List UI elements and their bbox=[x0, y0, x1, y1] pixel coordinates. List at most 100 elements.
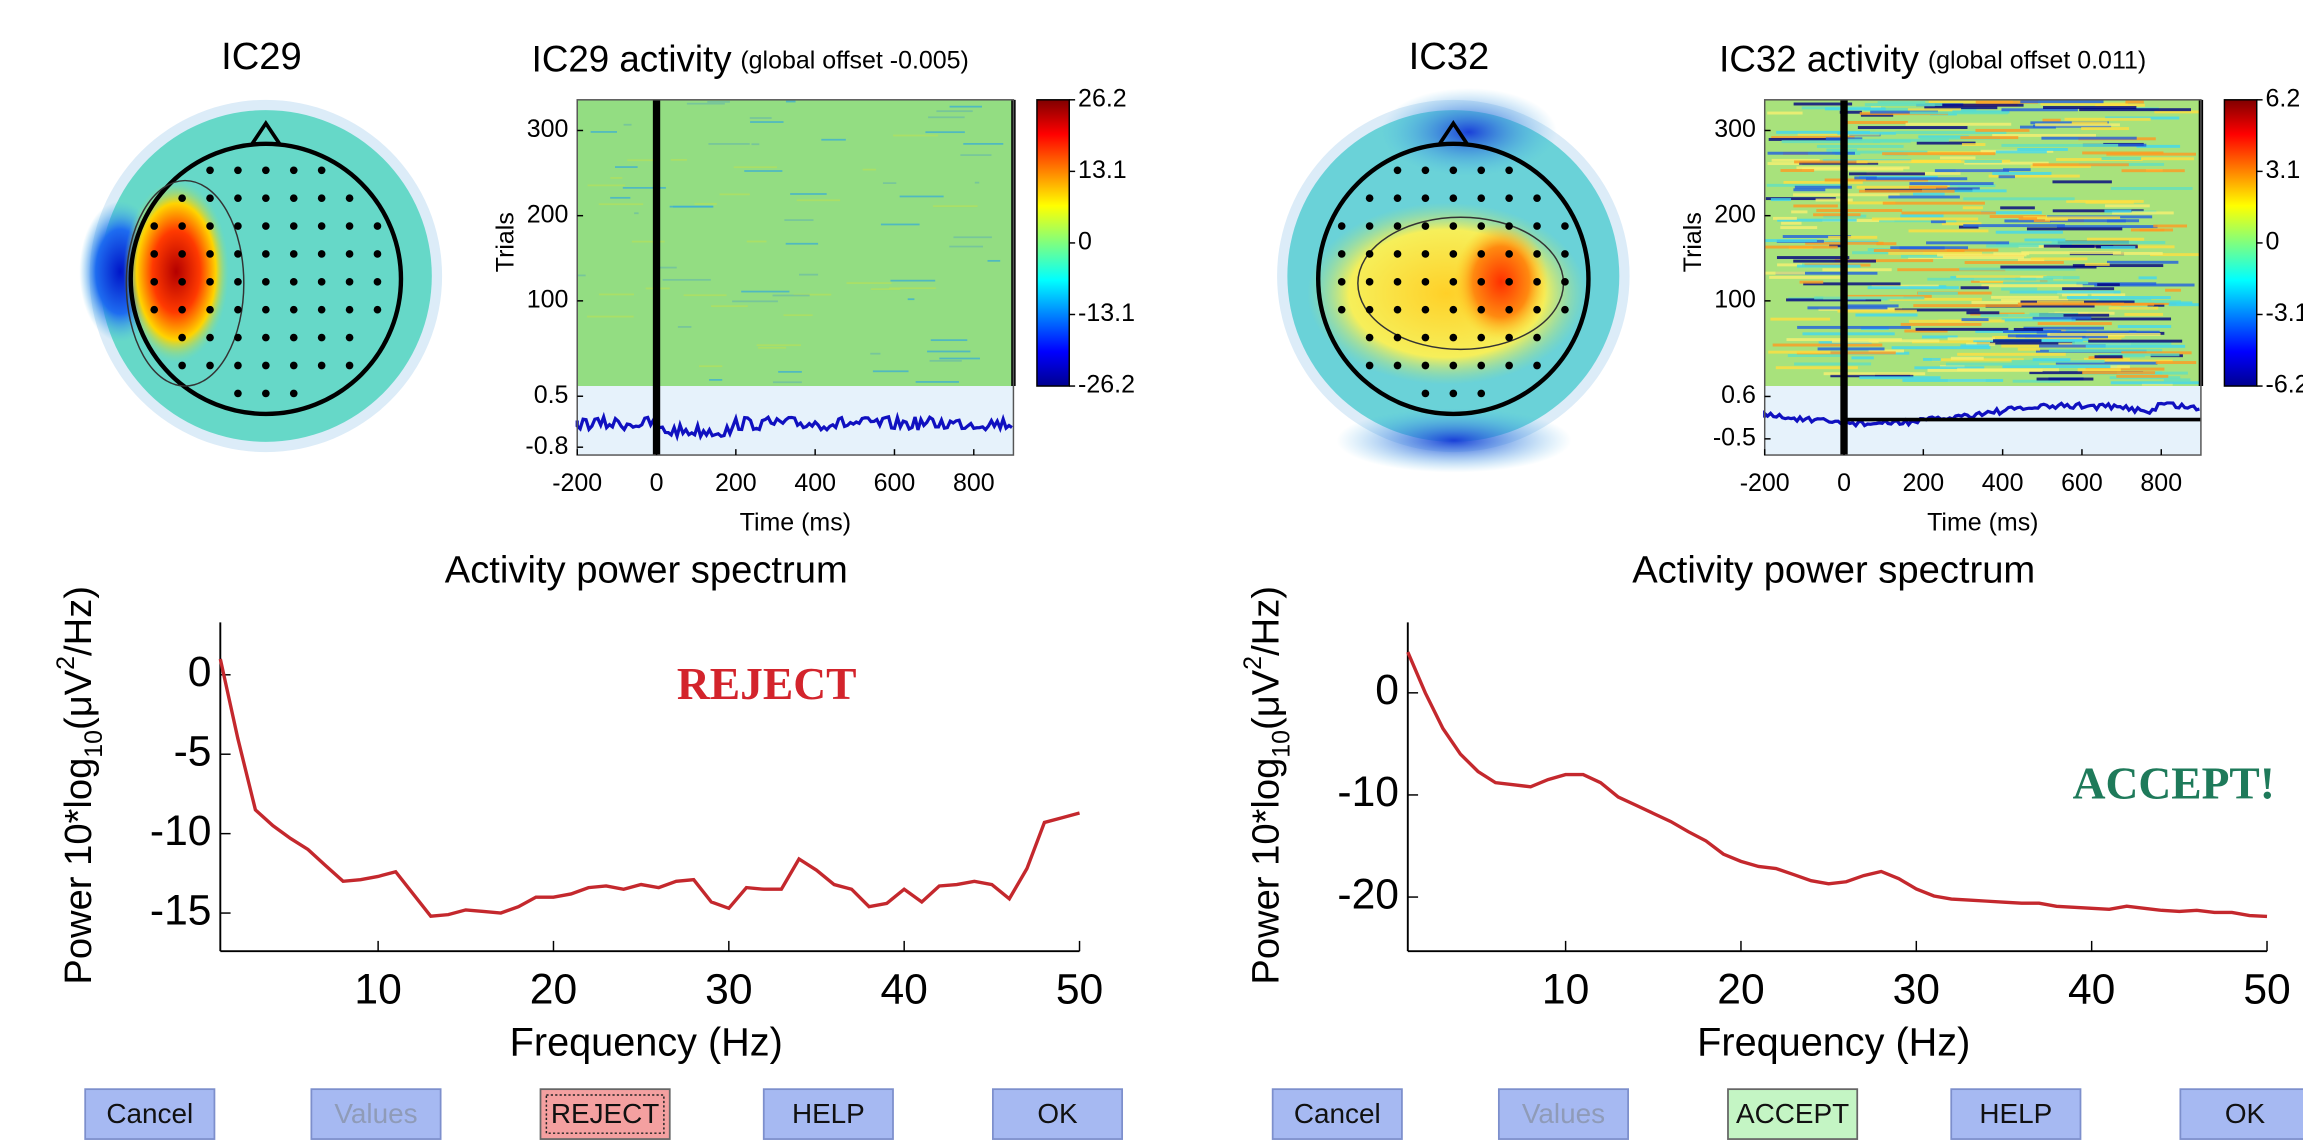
erp-image-streak bbox=[960, 154, 992, 156]
erp-image-streak bbox=[1818, 307, 1902, 311]
y-tick-label: 200 bbox=[1714, 200, 1756, 228]
electrode bbox=[206, 278, 214, 286]
x-tick-label: 400 bbox=[794, 469, 836, 497]
y-axis-label: Trials bbox=[491, 212, 519, 272]
button[interactable] bbox=[539, 1088, 671, 1140]
erp-image-streak bbox=[610, 177, 623, 179]
electrode bbox=[206, 194, 214, 202]
erp-image-streak bbox=[662, 278, 711, 281]
topo-contour bbox=[125, 179, 245, 387]
erp-image-streak bbox=[2023, 216, 2121, 220]
button[interactable] bbox=[310, 1088, 442, 1140]
erp-image-streak bbox=[631, 240, 665, 243]
button[interactable] bbox=[84, 1088, 216, 1140]
button-label[interactable]: OK bbox=[2225, 1098, 2266, 1129]
erp-frame bbox=[1763, 99, 2202, 456]
button[interactable] bbox=[991, 1088, 1124, 1140]
erp-image-streak bbox=[1915, 327, 2009, 331]
erp-image-streak bbox=[1894, 308, 1980, 312]
erp-image-streak bbox=[614, 166, 638, 168]
erp-image-streak bbox=[1930, 220, 1946, 224]
erp-title: IC32 activity (global offset 0.011) bbox=[1719, 38, 2146, 79]
erp-image-streak bbox=[1767, 111, 1803, 115]
button-label[interactable]: HELP bbox=[1979, 1098, 2052, 1129]
electrode bbox=[317, 250, 326, 258]
electrode bbox=[150, 250, 159, 258]
erp-image-streak bbox=[1797, 325, 1911, 329]
y-tick-label: -5 bbox=[174, 727, 212, 775]
erp-image-streak bbox=[1909, 182, 1994, 186]
electrode bbox=[317, 333, 326, 342]
electrode bbox=[1505, 333, 1513, 342]
button[interactable] bbox=[2179, 1088, 2303, 1140]
erp-image-streak bbox=[1814, 296, 1925, 300]
erp-image-streak bbox=[1858, 189, 1955, 193]
button[interactable] bbox=[1497, 1088, 1629, 1140]
erp-image-streak bbox=[2002, 365, 2118, 369]
electrode bbox=[1449, 389, 1458, 398]
erp-image-streak bbox=[1770, 198, 1792, 202]
erp-image-streak bbox=[2106, 152, 2196, 156]
button-label[interactable]: ACCEPT bbox=[1736, 1098, 1849, 1129]
button-label[interactable]: OK bbox=[1037, 1098, 1078, 1129]
electrode bbox=[206, 250, 214, 258]
erp-image-streak bbox=[1960, 286, 1989, 290]
erp-image-streak bbox=[1908, 256, 2025, 260]
y-axis-label-part: Power 10*log bbox=[1244, 758, 1287, 985]
erp-image-streak bbox=[1959, 267, 2076, 271]
erp-image-streak bbox=[1917, 291, 1958, 295]
erp-image-streak bbox=[1877, 101, 1926, 105]
erp-image-streak bbox=[719, 193, 750, 196]
button[interactable] bbox=[762, 1088, 894, 1140]
erp-image-streak bbox=[1985, 304, 2095, 308]
erp-image-streak bbox=[2036, 377, 2094, 381]
erp-image-streak bbox=[1934, 103, 2024, 107]
erp-image-streak bbox=[750, 121, 784, 123]
button-label[interactable]: Values bbox=[334, 1098, 417, 1129]
y-tick-label: 300 bbox=[527, 115, 569, 143]
button-label[interactable]: Values bbox=[1522, 1098, 1605, 1129]
spectrum-line bbox=[218, 658, 1080, 919]
erp-image-streak bbox=[1899, 246, 1945, 250]
erp-image-streak bbox=[1921, 335, 1958, 339]
erp-image-streak bbox=[2091, 293, 2126, 297]
button-label[interactable]: Cancel bbox=[1294, 1098, 1381, 1129]
y-tick-label: 100 bbox=[1714, 285, 1756, 313]
erp-image-streak bbox=[1961, 143, 1986, 147]
erp-image-streak bbox=[1822, 268, 1892, 272]
electrode bbox=[1477, 389, 1486, 398]
electrode bbox=[1561, 305, 1569, 314]
erp-image-streak bbox=[2113, 245, 2175, 249]
erp-image-streak bbox=[1895, 131, 2007, 134]
erp-image-streak bbox=[1764, 239, 1817, 243]
erp-image-streak bbox=[1996, 242, 2072, 246]
electrode bbox=[1421, 250, 1430, 258]
erp-image-streak bbox=[1981, 284, 2083, 288]
erp-image-streak bbox=[1888, 195, 1960, 199]
button[interactable] bbox=[1727, 1088, 1859, 1140]
erp-image-streak bbox=[1963, 197, 2075, 201]
erp-image-streak bbox=[2121, 169, 2185, 173]
x-tick-label: 20 bbox=[1717, 966, 1764, 1014]
y-axis-label-part: /Hz) bbox=[1244, 586, 1287, 656]
button-label[interactable]: REJECT bbox=[551, 1098, 659, 1129]
erp-image-streak bbox=[1961, 159, 2002, 163]
button-label[interactable]: Cancel bbox=[106, 1098, 193, 1129]
electrode bbox=[1337, 222, 1346, 230]
button[interactable] bbox=[1950, 1088, 2082, 1140]
electrode bbox=[1449, 333, 1458, 342]
erp-image-streak bbox=[1897, 268, 2006, 272]
erp-image-streak bbox=[1889, 297, 1982, 301]
electrode bbox=[1477, 222, 1486, 230]
electrode bbox=[1533, 278, 1541, 286]
erp-image-streak bbox=[1796, 264, 1861, 268]
erp-image-streak bbox=[654, 266, 677, 269]
button[interactable] bbox=[1271, 1088, 1403, 1140]
electrode bbox=[234, 389, 242, 398]
erp-image-streak bbox=[2085, 344, 2186, 348]
erp-image-streak bbox=[1793, 259, 1876, 263]
erp-image-streak bbox=[2072, 264, 2164, 268]
electrode bbox=[234, 333, 242, 342]
erp-image-streak bbox=[2153, 224, 2188, 228]
button-label[interactable]: HELP bbox=[792, 1098, 865, 1129]
